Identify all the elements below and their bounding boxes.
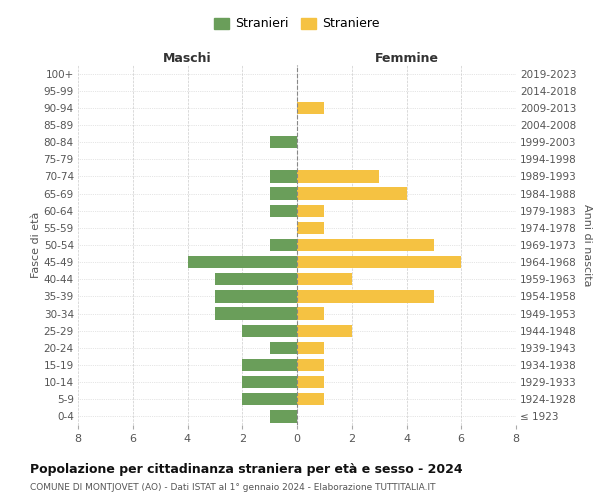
Bar	[297, 376, 325, 388]
Bar	[269, 342, 297, 354]
Bar	[215, 290, 297, 302]
Bar	[269, 170, 297, 182]
Bar	[297, 204, 325, 217]
Y-axis label: Fasce di età: Fasce di età	[31, 212, 41, 278]
Bar	[242, 359, 297, 371]
Bar	[215, 308, 297, 320]
Bar	[297, 102, 325, 114]
Bar	[269, 239, 297, 251]
Y-axis label: Anni di nascita: Anni di nascita	[583, 204, 592, 286]
Bar	[297, 393, 325, 406]
Bar	[297, 188, 407, 200]
Bar	[297, 324, 352, 337]
Bar	[297, 222, 325, 234]
Bar	[269, 188, 297, 200]
Bar	[297, 308, 325, 320]
Legend: Stranieri, Straniere: Stranieri, Straniere	[210, 14, 384, 34]
Bar	[297, 342, 325, 354]
Text: Femmine: Femmine	[374, 52, 439, 65]
Bar	[297, 256, 461, 268]
Bar	[269, 410, 297, 422]
Bar	[187, 256, 297, 268]
Bar	[297, 290, 434, 302]
Bar	[242, 324, 297, 337]
Bar	[215, 273, 297, 285]
Text: Maschi: Maschi	[163, 52, 212, 65]
Bar	[242, 376, 297, 388]
Bar	[269, 204, 297, 217]
Text: COMUNE DI MONTJOVET (AO) - Dati ISTAT al 1° gennaio 2024 - Elaborazione TUTTITAL: COMUNE DI MONTJOVET (AO) - Dati ISTAT al…	[30, 484, 436, 492]
Bar	[242, 393, 297, 406]
Bar	[269, 136, 297, 148]
Bar	[297, 359, 325, 371]
Bar	[297, 239, 434, 251]
Bar	[297, 273, 352, 285]
Text: Popolazione per cittadinanza straniera per età e sesso - 2024: Popolazione per cittadinanza straniera p…	[30, 462, 463, 475]
Bar	[297, 170, 379, 182]
